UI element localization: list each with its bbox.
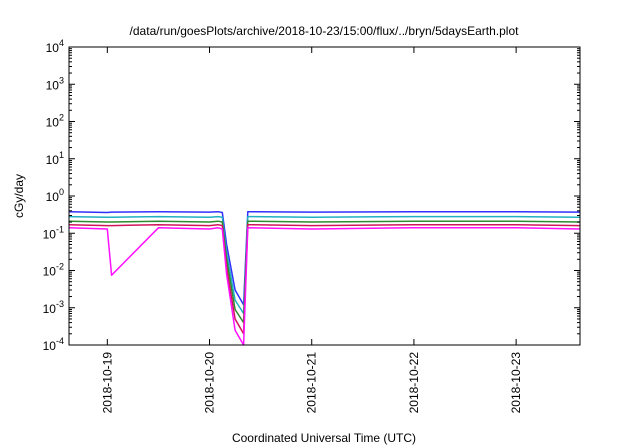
y-tick-label: 10-3: [43, 299, 64, 316]
x-tick-label: 2018-10-23: [509, 352, 523, 414]
series-line: [68, 210, 581, 306]
chart-title: /data/run/goesPlots/archive/2018-10-23/1…: [130, 24, 520, 38]
x-tick-label: 2018-10-19: [100, 352, 114, 414]
series-layer: [68, 210, 581, 346]
series-line: [68, 227, 581, 346]
y-tick-label: 10-4: [43, 336, 64, 353]
y-axis: 10-4 10-3 10-2 10-1 100 101 102 103 104: [43, 38, 580, 353]
x-tick-label: 2018-10-22: [407, 352, 421, 414]
series-line: [68, 215, 581, 315]
x-tick-label: 2018-10-20: [203, 352, 217, 414]
y-tick-label: 10-1: [43, 224, 64, 241]
x-tick-label: 2018-10-21: [305, 352, 319, 414]
x-axis: 2018-10-19 2018-10-20 2018-10-21 2018-10-22…: [100, 47, 523, 413]
y-tick-label: 104: [46, 38, 64, 55]
plot-frame: [68, 46, 581, 346]
y-axis-title: cGy/day: [12, 174, 26, 218]
y-tick-label: 101: [46, 150, 64, 167]
x-axis-title: Coordinated Universal Time (UTC): [232, 431, 416, 445]
series-line: [68, 220, 581, 324]
y-tick-label: 102: [46, 113, 64, 130]
y-tick-label: 103: [46, 75, 64, 92]
y-tick-label: 100: [46, 187, 64, 204]
y-tick-label: 10-2: [43, 262, 64, 279]
